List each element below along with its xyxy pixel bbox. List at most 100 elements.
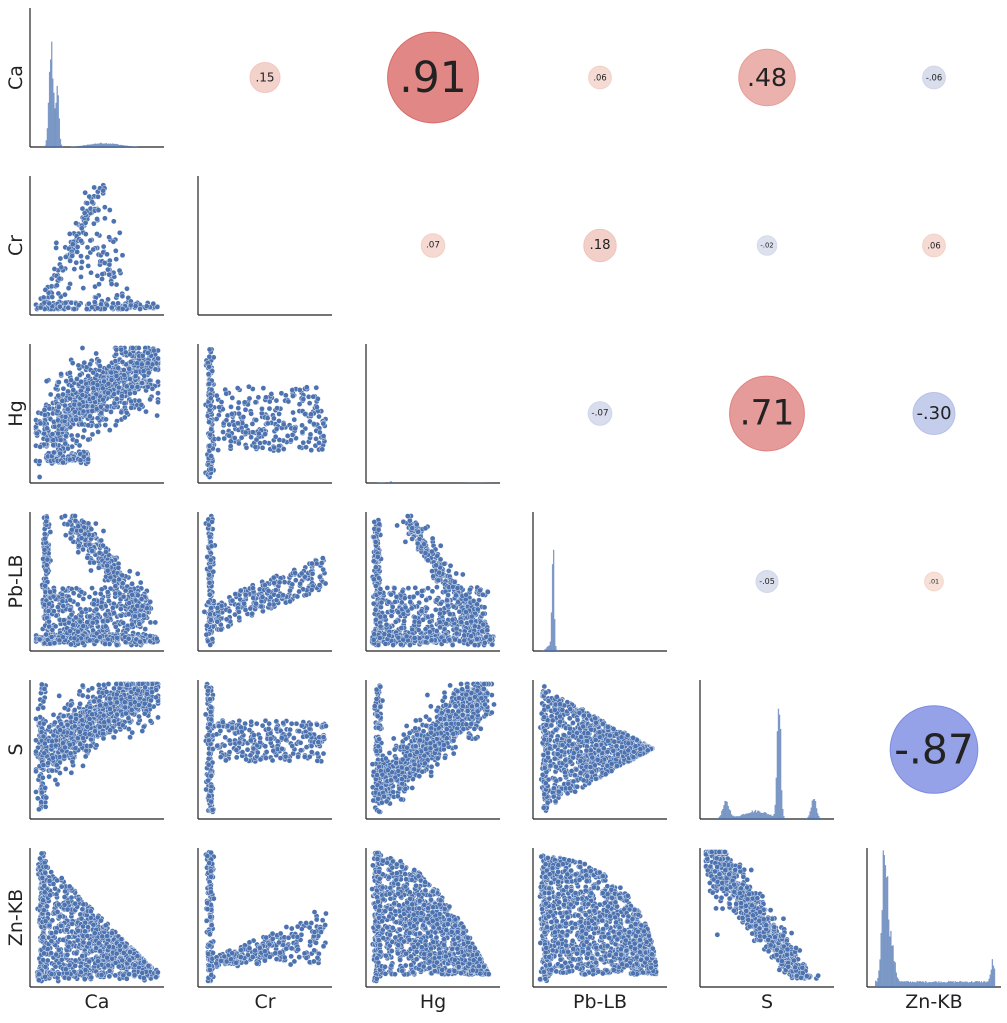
scatter-point <box>99 538 104 543</box>
scatter-point <box>103 422 108 427</box>
scatter-point <box>218 627 223 632</box>
scatter-point <box>111 611 116 616</box>
scatter-point <box>45 557 50 562</box>
scatter-point <box>287 599 292 604</box>
scatter-point <box>260 595 265 600</box>
scatter-point <box>424 606 429 611</box>
scatter-point <box>321 433 326 438</box>
scatter-point <box>298 581 303 586</box>
scatter-point <box>52 640 57 645</box>
scatter-point <box>477 588 482 593</box>
scatter-point <box>254 417 259 422</box>
scatter-point <box>277 437 282 442</box>
scatter-point <box>403 605 408 610</box>
scatter-point <box>378 605 383 610</box>
scatter-point <box>88 568 93 573</box>
scatter-point <box>209 544 214 549</box>
histogram-bar <box>62 146 63 147</box>
scatter-point <box>62 513 67 518</box>
scatter-point <box>65 522 70 527</box>
scatter-point <box>76 302 81 307</box>
scatter-point <box>38 305 43 310</box>
scatter-point <box>413 585 418 590</box>
scatter-point <box>78 274 83 279</box>
scatter-point <box>448 563 453 568</box>
histogram-bar <box>819 818 820 819</box>
scatter-point <box>127 569 132 574</box>
scatter-point <box>480 611 485 616</box>
scatter-point <box>51 450 56 455</box>
scatter-point <box>86 437 91 442</box>
y-axis-label-Pb-LB: Pb-LB <box>5 555 27 609</box>
scatter-point <box>122 401 127 406</box>
scatter-point <box>95 273 100 278</box>
scatter-point <box>260 445 265 450</box>
scatter-point <box>118 347 123 352</box>
scatter-point <box>290 432 295 437</box>
scatter-point <box>94 351 99 356</box>
scatter-point <box>56 431 61 436</box>
scatter-point <box>202 609 207 614</box>
scatter-point <box>70 253 75 258</box>
scatter-point <box>59 426 64 431</box>
scatter-point <box>40 775 45 780</box>
scatter-point <box>68 642 73 647</box>
scatter-point <box>129 399 134 404</box>
scatter-point <box>79 422 84 427</box>
scatter-point <box>378 614 383 619</box>
scatter-point <box>474 637 479 642</box>
scatter-point <box>111 219 116 224</box>
scatter-point <box>68 258 73 263</box>
scatter-point <box>371 637 376 642</box>
scatter-point <box>151 348 156 353</box>
scatter-point <box>138 639 143 644</box>
scatter-point <box>230 598 235 603</box>
scatter-point <box>204 623 209 628</box>
scatter-point <box>90 548 95 553</box>
scatter-point <box>100 386 105 391</box>
scatter-point <box>417 620 422 625</box>
scatter-point <box>214 393 219 398</box>
scatter-point <box>68 377 73 382</box>
histogram-bar <box>557 650 558 651</box>
scatter-point <box>143 626 148 631</box>
scatter-point <box>66 305 71 310</box>
scatter-point <box>233 591 238 596</box>
scatter-point <box>68 607 73 612</box>
scatter-point <box>69 527 74 532</box>
scatter-point <box>371 601 376 606</box>
scatter-point <box>66 286 71 291</box>
scatter-point <box>122 415 127 420</box>
scatter-point <box>464 592 469 597</box>
scatter-point <box>290 582 295 587</box>
scatter-point <box>67 370 72 375</box>
scatter-point <box>262 583 267 588</box>
scatter-point <box>309 448 314 453</box>
scatter-point <box>135 384 140 389</box>
scatter-point <box>118 606 123 611</box>
scatter-point <box>115 301 120 306</box>
scatter-point <box>128 359 133 364</box>
scatter-point <box>72 636 77 641</box>
scatter-point <box>105 568 110 573</box>
scatter-point <box>272 580 277 585</box>
scatter-point <box>267 602 272 607</box>
scatter-point <box>106 364 111 369</box>
scatter-point <box>80 392 85 397</box>
scatter-point <box>229 411 234 416</box>
scatter-point <box>292 417 297 422</box>
scatter-point <box>313 436 318 441</box>
scatter-point <box>217 405 222 410</box>
y-axis-label-Ca: Ca <box>5 65 27 90</box>
scatter-point <box>447 637 452 642</box>
scatter-point <box>83 190 88 195</box>
scatter-point <box>307 401 312 406</box>
scatter-Pb-LB-vs-Cr <box>202 514 328 648</box>
scatter-point <box>75 249 80 254</box>
scatter-point <box>319 560 324 565</box>
scatter-point <box>285 433 290 438</box>
scatter-point <box>44 568 49 573</box>
scatter-point <box>139 362 144 367</box>
scatter-point <box>392 586 397 591</box>
scatter-point <box>107 207 112 212</box>
